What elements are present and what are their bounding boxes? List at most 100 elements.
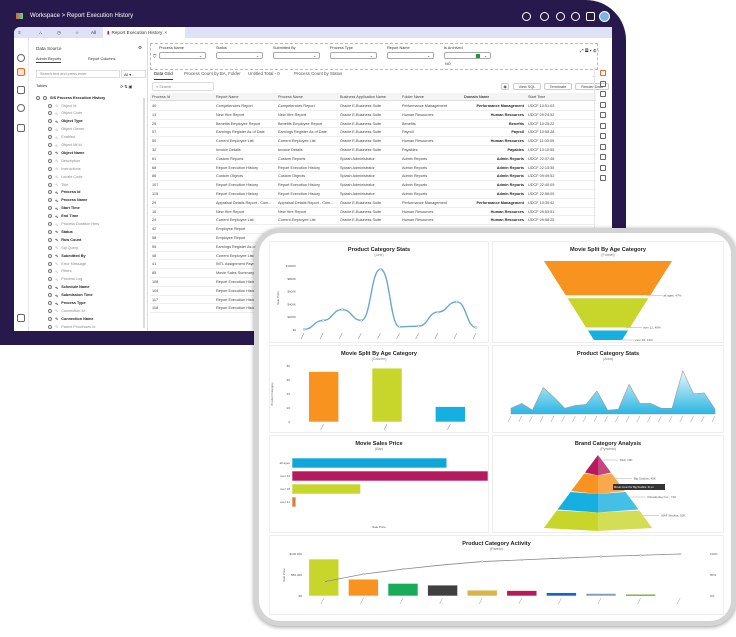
pivot-icon[interactable] bbox=[600, 154, 606, 160]
checkbox[interactable] bbox=[48, 316, 52, 321]
grid-tab[interactable]: Data Grid bbox=[154, 71, 173, 80]
scrollbar[interactable] bbox=[143, 98, 145, 328]
table-row[interactable]: 107 Report Execution History Report Execut… bbox=[150, 181, 596, 190]
checkbox[interactable] bbox=[48, 237, 52, 242]
column-header[interactable]: Domain Name bbox=[464, 95, 490, 99]
monitor-icon[interactable] bbox=[17, 104, 25, 112]
checkbox[interactable] bbox=[48, 119, 52, 124]
toggle-icon[interactable] bbox=[476, 54, 480, 58]
column-header[interactable]: Start Time bbox=[528, 95, 546, 99]
checkbox[interactable] bbox=[48, 293, 52, 298]
tree-field[interactable]: ∿ Object Type bbox=[48, 118, 83, 125]
tree-field[interactable]: ∿ Parent Processes Id bbox=[48, 323, 95, 330]
grid-tab[interactable]: Process Count by Status bbox=[294, 71, 342, 80]
tree-field[interactable]: ∿ Object Code bbox=[48, 110, 82, 117]
info-button[interactable]: ◉ bbox=[501, 83, 509, 90]
tree-field[interactable]: ∿ Start Time bbox=[48, 205, 80, 212]
columns-icon[interactable] bbox=[600, 80, 606, 87]
sort-icon[interactable] bbox=[600, 112, 606, 118]
tree-field[interactable]: ∿ Object Name bbox=[48, 149, 84, 156]
terminate-button[interactable]: Terminate bbox=[544, 83, 572, 90]
table-row[interactable]: 40 Competencies Report Competencies Report… bbox=[150, 102, 596, 111]
tree-field[interactable]: ∿ Process Name bbox=[48, 197, 87, 204]
column-header[interactable]: Process Name bbox=[278, 95, 303, 99]
filter-select[interactable]: ⌄ bbox=[159, 52, 206, 59]
tab-all[interactable]: All bbox=[91, 30, 97, 35]
filter-select[interactable]: ⌄ bbox=[273, 52, 320, 59]
settings-icon[interactable]: ⚙ bbox=[138, 45, 143, 50]
checkbox[interactable] bbox=[48, 253, 52, 258]
tree-field[interactable]: ∿ Instructions bbox=[48, 165, 81, 172]
tree-field[interactable]: ∿ Schedule Name bbox=[48, 284, 89, 291]
expand-icon[interactable] bbox=[36, 95, 40, 100]
tree-field[interactable]: ∿ Connection Id bbox=[48, 307, 85, 314]
table-row[interactable]: 57 Earnings Register As of Date Earnings R… bbox=[150, 128, 596, 138]
tree-field[interactable]: ∿ Object Id bbox=[48, 102, 76, 109]
tree-field[interactable]: ∿ Submitted By bbox=[48, 252, 86, 259]
breadcrumb-root[interactable]: Workspace bbox=[30, 13, 60, 19]
grid-search-input[interactable]: ⌕ Search bbox=[152, 82, 214, 91]
filter-select[interactable]: ⌄ bbox=[330, 52, 377, 59]
tree-field[interactable]: ∿ Sql Query bbox=[48, 244, 78, 251]
print-icon[interactable] bbox=[600, 101, 606, 108]
chart-icon[interactable] bbox=[600, 122, 606, 129]
tree-field[interactable]: ∿ Object Owner bbox=[48, 126, 84, 133]
settings-icon[interactable] bbox=[571, 12, 580, 21]
checkbox[interactable] bbox=[48, 277, 52, 282]
column-header[interactable]: Business Application Name bbox=[340, 95, 387, 99]
checkbox[interactable] bbox=[48, 127, 52, 132]
view-sql-button[interactable]: View SQL bbox=[513, 83, 541, 90]
table-row[interactable]: 16 New Hire Report New Hire Report Oracle E… bbox=[150, 208, 596, 217]
tree-field[interactable]: ∿ Submission Time bbox=[48, 292, 93, 299]
checkbox[interactable] bbox=[48, 143, 52, 147]
tree-field[interactable]: ∿ Filters bbox=[48, 268, 72, 275]
column-header[interactable]: Folder Name bbox=[402, 95, 424, 99]
table-row[interactable]: 29 Appraisal Details Report - Com... Appra… bbox=[150, 199, 596, 208]
delete-icon[interactable] bbox=[600, 175, 606, 181]
datasource-search-input[interactable]: Search text and press enter bbox=[36, 70, 120, 78]
checkbox[interactable] bbox=[48, 166, 52, 171]
hierarchy-icon[interactable]: ⛬ bbox=[39, 30, 43, 35]
checkbox[interactable] bbox=[48, 150, 52, 155]
tab-report-execution-history[interactable]: ▮ Report Execution History × bbox=[103, 27, 185, 38]
column-header[interactable]: Process Id bbox=[152, 95, 170, 99]
share-icon[interactable] bbox=[600, 164, 606, 171]
checkbox[interactable] bbox=[48, 158, 52, 163]
checkbox[interactable] bbox=[48, 261, 52, 266]
scope-select[interactable]: All ▾ bbox=[121, 70, 146, 78]
tree-root[interactable]: SIS Process Execution History bbox=[36, 94, 105, 101]
table-row[interactable]: 32 Invoice Details Invoice Details Oracle E… bbox=[150, 146, 596, 155]
star-icon[interactable]: ☆ bbox=[75, 30, 80, 35]
checkbox[interactable] bbox=[48, 245, 52, 250]
tree-field[interactable]: ∿ Process Id bbox=[48, 189, 80, 196]
tree-field[interactable]: ∿ Process Type bbox=[48, 300, 86, 307]
tree-field[interactable]: ∿ Locale Code bbox=[48, 173, 83, 180]
tab-admin-reports[interactable]: Admin Reports bbox=[36, 57, 62, 63]
checkbox[interactable] bbox=[48, 190, 52, 195]
documents-icon[interactable] bbox=[17, 124, 25, 132]
checkbox[interactable] bbox=[48, 324, 52, 329]
menu-icon[interactable]: ≡ bbox=[18, 30, 21, 35]
table-row[interactable]: 13 New Hire Report New Hire Report Oracle E… bbox=[150, 111, 596, 120]
avatar[interactable] bbox=[599, 11, 610, 22]
refresh-icon[interactable]: ⟳ ⇅ ▣ bbox=[120, 85, 133, 89]
tree-field[interactable]: ∿ End Time bbox=[48, 213, 78, 220]
group-icon[interactable] bbox=[600, 133, 606, 139]
tree-field[interactable]: ∿ Connection Name bbox=[48, 315, 93, 322]
checkbox[interactable] bbox=[48, 229, 52, 234]
translate-icon[interactable] bbox=[586, 12, 595, 21]
checkbox[interactable] bbox=[48, 214, 52, 219]
tree-field[interactable]: ∿ Process Log bbox=[48, 276, 82, 283]
table-row[interactable]: 86 Custom Objects Custom Objects Splash Adm… bbox=[150, 172, 596, 182]
filter-select[interactable]: ⌄ bbox=[387, 52, 434, 59]
checkbox[interactable] bbox=[48, 269, 52, 274]
tab-report-columns[interactable]: Report Columns bbox=[88, 57, 116, 61]
table-row[interactable]: 25 Benefits Employee Report Benefits Emplo… bbox=[150, 120, 596, 129]
table-row[interactable]: 50 Current Employee List Current Employee … bbox=[150, 137, 596, 146]
filter-select[interactable]: ⌄ bbox=[216, 52, 263, 59]
tree-field[interactable]: ∿ Process Duration Hms bbox=[48, 221, 99, 228]
checkbox[interactable] bbox=[48, 111, 52, 116]
filter-icon[interactable] bbox=[600, 91, 606, 97]
checkbox[interactable] bbox=[48, 285, 52, 290]
tree-field[interactable]: ∿ Description bbox=[48, 157, 80, 164]
